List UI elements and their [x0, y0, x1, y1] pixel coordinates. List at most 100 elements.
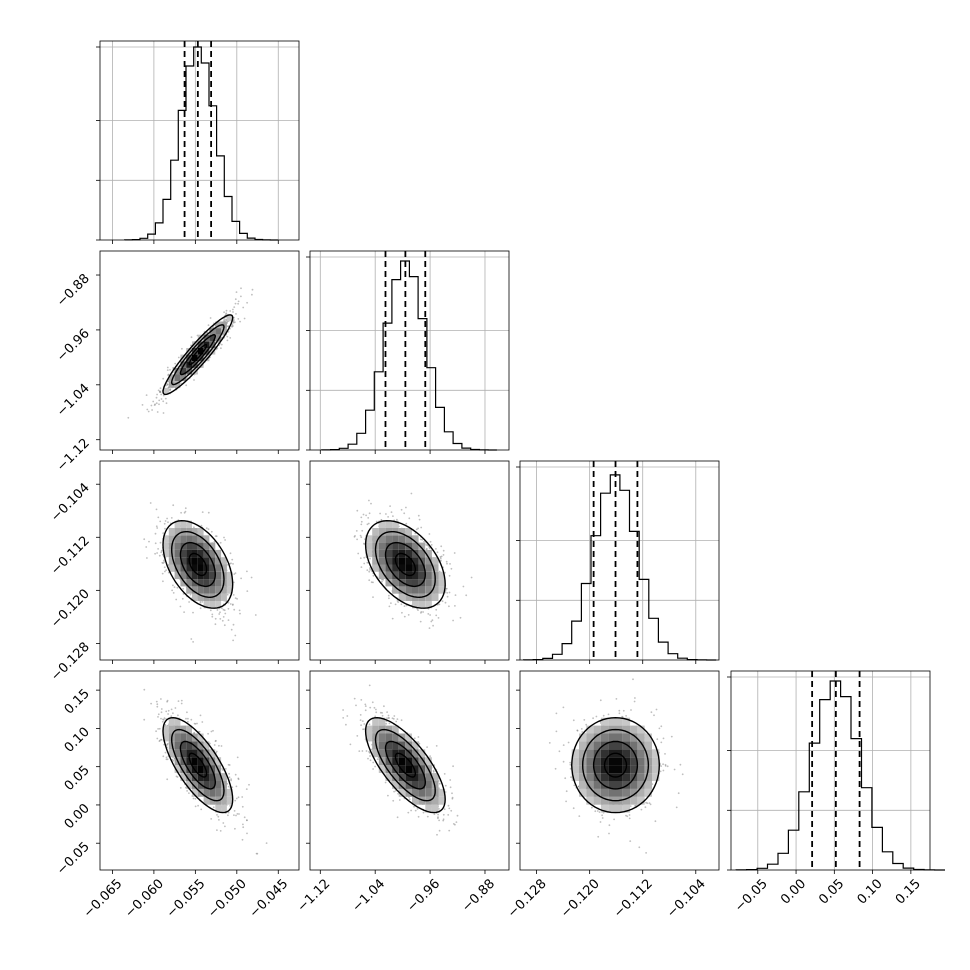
scatter-point: [241, 838, 244, 841]
density-cell: [186, 579, 192, 587]
scatter-point: [459, 616, 462, 619]
contour-line: [162, 314, 234, 396]
scatter-point: [618, 712, 621, 715]
scatter-point: [426, 815, 429, 818]
scatter-point: [455, 821, 458, 823]
scatter-point: [414, 809, 417, 812]
scatter-point: [160, 549, 163, 552]
scatter-point: [594, 810, 597, 813]
scatter-point: [386, 717, 388, 720]
scatter-point: [233, 814, 235, 816]
scatter-point: [398, 799, 401, 801]
histogram-steps: [735, 680, 945, 871]
density-cell: [630, 788, 638, 797]
scatter-point: [408, 798, 411, 801]
scatter-point: [442, 818, 445, 821]
scatter-point: [613, 818, 615, 821]
scatter-point: [232, 581, 235, 584]
density-cell: [398, 535, 406, 543]
scatter-point: [236, 756, 239, 759]
scatter-point: [346, 715, 349, 717]
density-cell: [608, 733, 616, 742]
scatter-point: [369, 755, 371, 757]
scatter-point: [629, 840, 632, 842]
density-cell: [392, 733, 399, 742]
scatter-point: [438, 819, 440, 822]
density-cell: [186, 542, 192, 550]
scatter-point: [235, 291, 238, 293]
density-cell: [192, 593, 198, 601]
density-cell: [215, 601, 222, 609]
scatter-point: [439, 557, 442, 560]
density-cell: [209, 549, 216, 558]
scatter-point: [597, 835, 600, 838]
scatter-point: [233, 810, 236, 812]
density-cell: [425, 593, 432, 601]
scatter-point: [210, 530, 213, 533]
density-cell: [378, 741, 386, 750]
density-cell: [579, 788, 587, 797]
density-cell: [637, 765, 645, 773]
scatter-point: [384, 781, 387, 784]
histogram-steps: [321, 260, 497, 451]
density-cell: [398, 781, 406, 789]
density-cell: [203, 542, 210, 550]
scatter-point: [390, 511, 393, 514]
scatter-point: [201, 601, 204, 603]
density-cell: [405, 557, 412, 565]
scatter-point: [234, 799, 237, 802]
density-cell: [438, 796, 446, 805]
scatter-point: [681, 773, 684, 776]
scatter-point: [227, 763, 230, 766]
density-cell: [392, 542, 399, 550]
density-cell: [385, 535, 393, 543]
scatter-point: [157, 389, 160, 392]
scatter-point: [156, 552, 159, 554]
density-cell: [405, 564, 412, 572]
x-tick-label: −0.88: [459, 876, 498, 915]
density-cell: [174, 535, 181, 543]
scatter-point: [243, 317, 246, 320]
density-cell: [186, 749, 192, 758]
scatter-point: [451, 792, 453, 795]
contour-line: [374, 531, 436, 599]
density-cell: [608, 765, 616, 773]
scatter-point: [221, 607, 223, 610]
scatter-point: [440, 545, 443, 548]
scatter-point: [232, 639, 235, 642]
scatter-point: [232, 603, 234, 606]
scatter-point: [554, 767, 557, 770]
contour-line: [570, 716, 661, 814]
scatter-point: [448, 574, 451, 577]
scatter-point: [172, 504, 175, 507]
scatter-point: [240, 577, 243, 580]
scatter-point: [447, 804, 450, 807]
density-cell: [652, 765, 660, 773]
scatter-point: [166, 743, 169, 746]
scatter-point: [224, 768, 227, 770]
density-cell: [197, 733, 204, 742]
density-cell: [180, 579, 187, 587]
scatter-point: [462, 585, 465, 588]
density-cell: [385, 773, 393, 781]
scatter-point: [166, 366, 169, 369]
scatter-point: [572, 807, 575, 810]
scatter-point: [430, 544, 433, 546]
scatter-point: [223, 536, 225, 539]
scatter-point: [158, 399, 161, 402]
scatter-point: [162, 412, 165, 414]
density-cell: [600, 796, 609, 805]
density-cell: [644, 733, 652, 742]
scatter-point: [220, 343, 223, 346]
scatter-point: [585, 723, 588, 726]
scatter-point: [555, 712, 558, 715]
density-cell: [174, 528, 181, 536]
scatter-point: [428, 533, 431, 535]
density-cell: [630, 781, 638, 789]
scatter-point: [225, 312, 228, 315]
scatter-point: [396, 518, 398, 521]
contour-line: [384, 541, 427, 588]
contour-line: [592, 740, 639, 790]
density-cell: [600, 788, 609, 797]
scatter-point: [365, 750, 368, 752]
